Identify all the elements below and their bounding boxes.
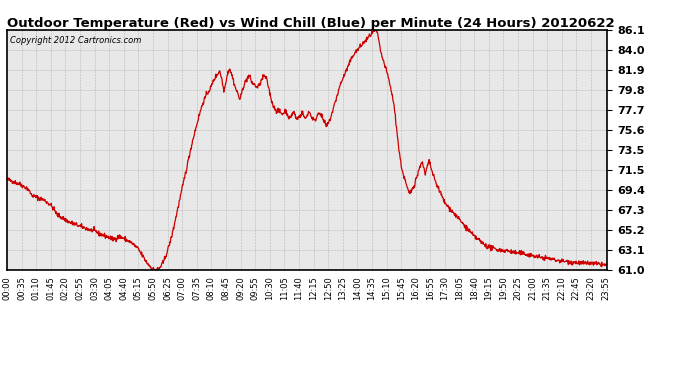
Text: Outdoor Temperature (Red) vs Wind Chill (Blue) per Minute (24 Hours) 20120622: Outdoor Temperature (Red) vs Wind Chill … [7,17,615,30]
Text: Copyright 2012 Cartronics.com: Copyright 2012 Cartronics.com [10,36,141,45]
